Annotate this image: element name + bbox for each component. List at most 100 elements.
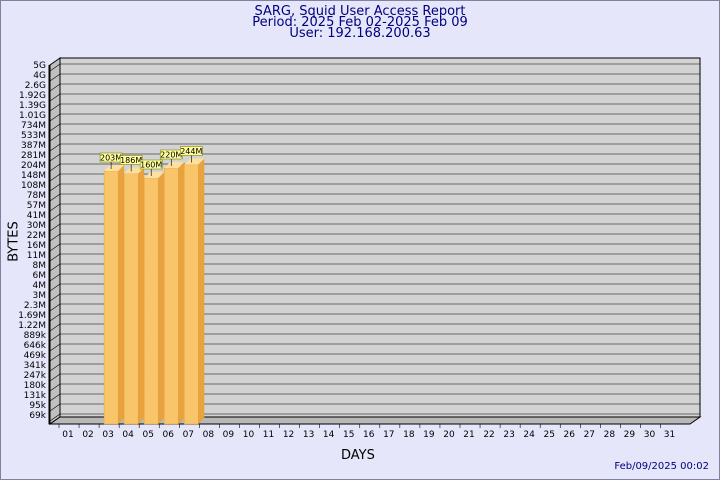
generated-timestamp: Feb/09/2025 00:02 [614, 461, 709, 472]
bar-value-label: 244M [180, 147, 202, 156]
grid-line-wall [49, 153, 61, 162]
x-tick-label: 31 [664, 430, 675, 440]
grid-line-wall [49, 223, 61, 232]
x-tick-label: 22 [483, 430, 494, 440]
y-tick-label: 646k [24, 341, 47, 351]
x-tick-label: 03 [102, 430, 113, 440]
bar-top [124, 167, 145, 174]
y-tick-label: 341k [24, 361, 47, 371]
x-tick-label: 04 [122, 430, 134, 440]
x-tick-label: 23 [503, 430, 514, 440]
bar-value-label: 203M [100, 154, 122, 163]
grid-line-wall [49, 383, 61, 392]
y-tick-label: 5G [33, 61, 46, 71]
x-tick-label: 28 [604, 430, 616, 440]
y-tick-label: 180k [24, 381, 47, 391]
y-tick-label: 2.3M [24, 301, 46, 311]
y-tick-label: 1.69M [18, 311, 46, 321]
x-tick-label: 06 [163, 430, 175, 440]
report-title: SARG, Squid User Access Report [254, 4, 466, 19]
grid-line-wall [49, 133, 61, 142]
x-tick-label: 09 [223, 430, 235, 440]
grid-line-wall [49, 163, 61, 172]
x-tick-label: 21 [463, 430, 474, 440]
x-tick-label: 25 [543, 430, 554, 440]
x-tick-label: 16 [363, 430, 375, 440]
y-tick-label: 108M [21, 181, 46, 191]
bar-top [104, 165, 125, 171]
bar-front [164, 167, 179, 425]
y-tick-label: 4M [33, 281, 47, 291]
grid-line-wall [49, 393, 61, 402]
grid-line-wall [49, 73, 61, 82]
y-tick-label: 131k [24, 391, 47, 401]
bar-value-label: 160M [140, 161, 162, 170]
y-tick-label: 11M [27, 251, 46, 261]
x-axis-title: DAYS [341, 448, 375, 463]
x-tick-label: 19 [423, 430, 435, 440]
bar-side [118, 165, 125, 424]
grid-line-wall [49, 183, 61, 192]
grid-line-wall [49, 103, 61, 112]
x-tick-label: 27 [584, 430, 595, 440]
y-tick-label: 734M [21, 121, 46, 131]
grid-line-wall [49, 283, 61, 292]
grid-line-wall [49, 213, 61, 222]
grid-line-wall [49, 83, 61, 92]
grid-line-wall [49, 373, 61, 382]
y-tick-label: 281M [21, 151, 46, 161]
grid-line-wall [49, 143, 61, 152]
x-tick-label: 15 [343, 430, 354, 440]
x-tick-label: 20 [443, 430, 455, 440]
grid-line-wall [49, 333, 61, 342]
x-tick-label: 29 [624, 430, 636, 440]
y-tick-label: 41M [27, 211, 46, 221]
grid-line-wall [49, 113, 61, 122]
y-tick-label: 469k [24, 351, 47, 361]
plot-floor [48, 416, 702, 425]
grid-line-wall [49, 273, 61, 282]
plot-left-wall [49, 57, 61, 425]
grid-line-wall [49, 403, 61, 412]
grid-line-wall [49, 173, 61, 182]
y-tick-label: 1.22M [18, 321, 46, 331]
report-period: Period: 2025 Feb 02-2025 Feb 09 [252, 15, 468, 30]
y-tick-label: 4G [33, 71, 46, 81]
grid-line-wall [49, 203, 61, 212]
x-tick-label: 17 [383, 430, 394, 440]
y-tick-label: 16M [27, 241, 46, 251]
x-tick-label: 05 [142, 430, 153, 440]
bar-top [164, 162, 185, 168]
y-tick-label: 3M [33, 291, 47, 301]
y-tick-label: 22M [27, 231, 46, 241]
x-tick-label: 02 [82, 430, 93, 440]
bar-front [103, 170, 119, 425]
y-tick-label: 247k [24, 371, 47, 381]
bar-top [144, 172, 165, 178]
y-axis-title: BYTES [6, 221, 22, 262]
y-tick-label: 1.39G [19, 101, 46, 111]
y-tick-label: 8M [33, 261, 47, 271]
y-tick-label: 95k [29, 401, 46, 411]
bar-front [123, 173, 139, 425]
x-tick-label: 24 [523, 430, 535, 440]
x-tick-label: 10 [243, 430, 255, 440]
grid-line-wall [49, 293, 61, 302]
y-tick-label: 1.01G [19, 111, 46, 121]
x-tick-label: 08 [203, 430, 215, 440]
grid-line-wall [49, 343, 61, 352]
x-tick-label: 18 [403, 430, 415, 440]
grid-line-wall [49, 253, 61, 262]
y-tick-label: 1.92G [19, 91, 46, 101]
y-tick-label: 387M [21, 141, 46, 151]
y-tick-label: 69k [29, 411, 46, 421]
grid-line-wall [49, 323, 61, 332]
report-user: User: 192.168.200.63 [289, 26, 431, 41]
bar-side [138, 167, 145, 424]
bar-value-label: 186M [120, 156, 142, 165]
y-tick-label: 148M [21, 171, 46, 181]
grid-line-wall [49, 303, 61, 312]
bar-side [198, 158, 205, 424]
bar-side [178, 162, 185, 424]
x-tick-label: 12 [283, 430, 294, 440]
